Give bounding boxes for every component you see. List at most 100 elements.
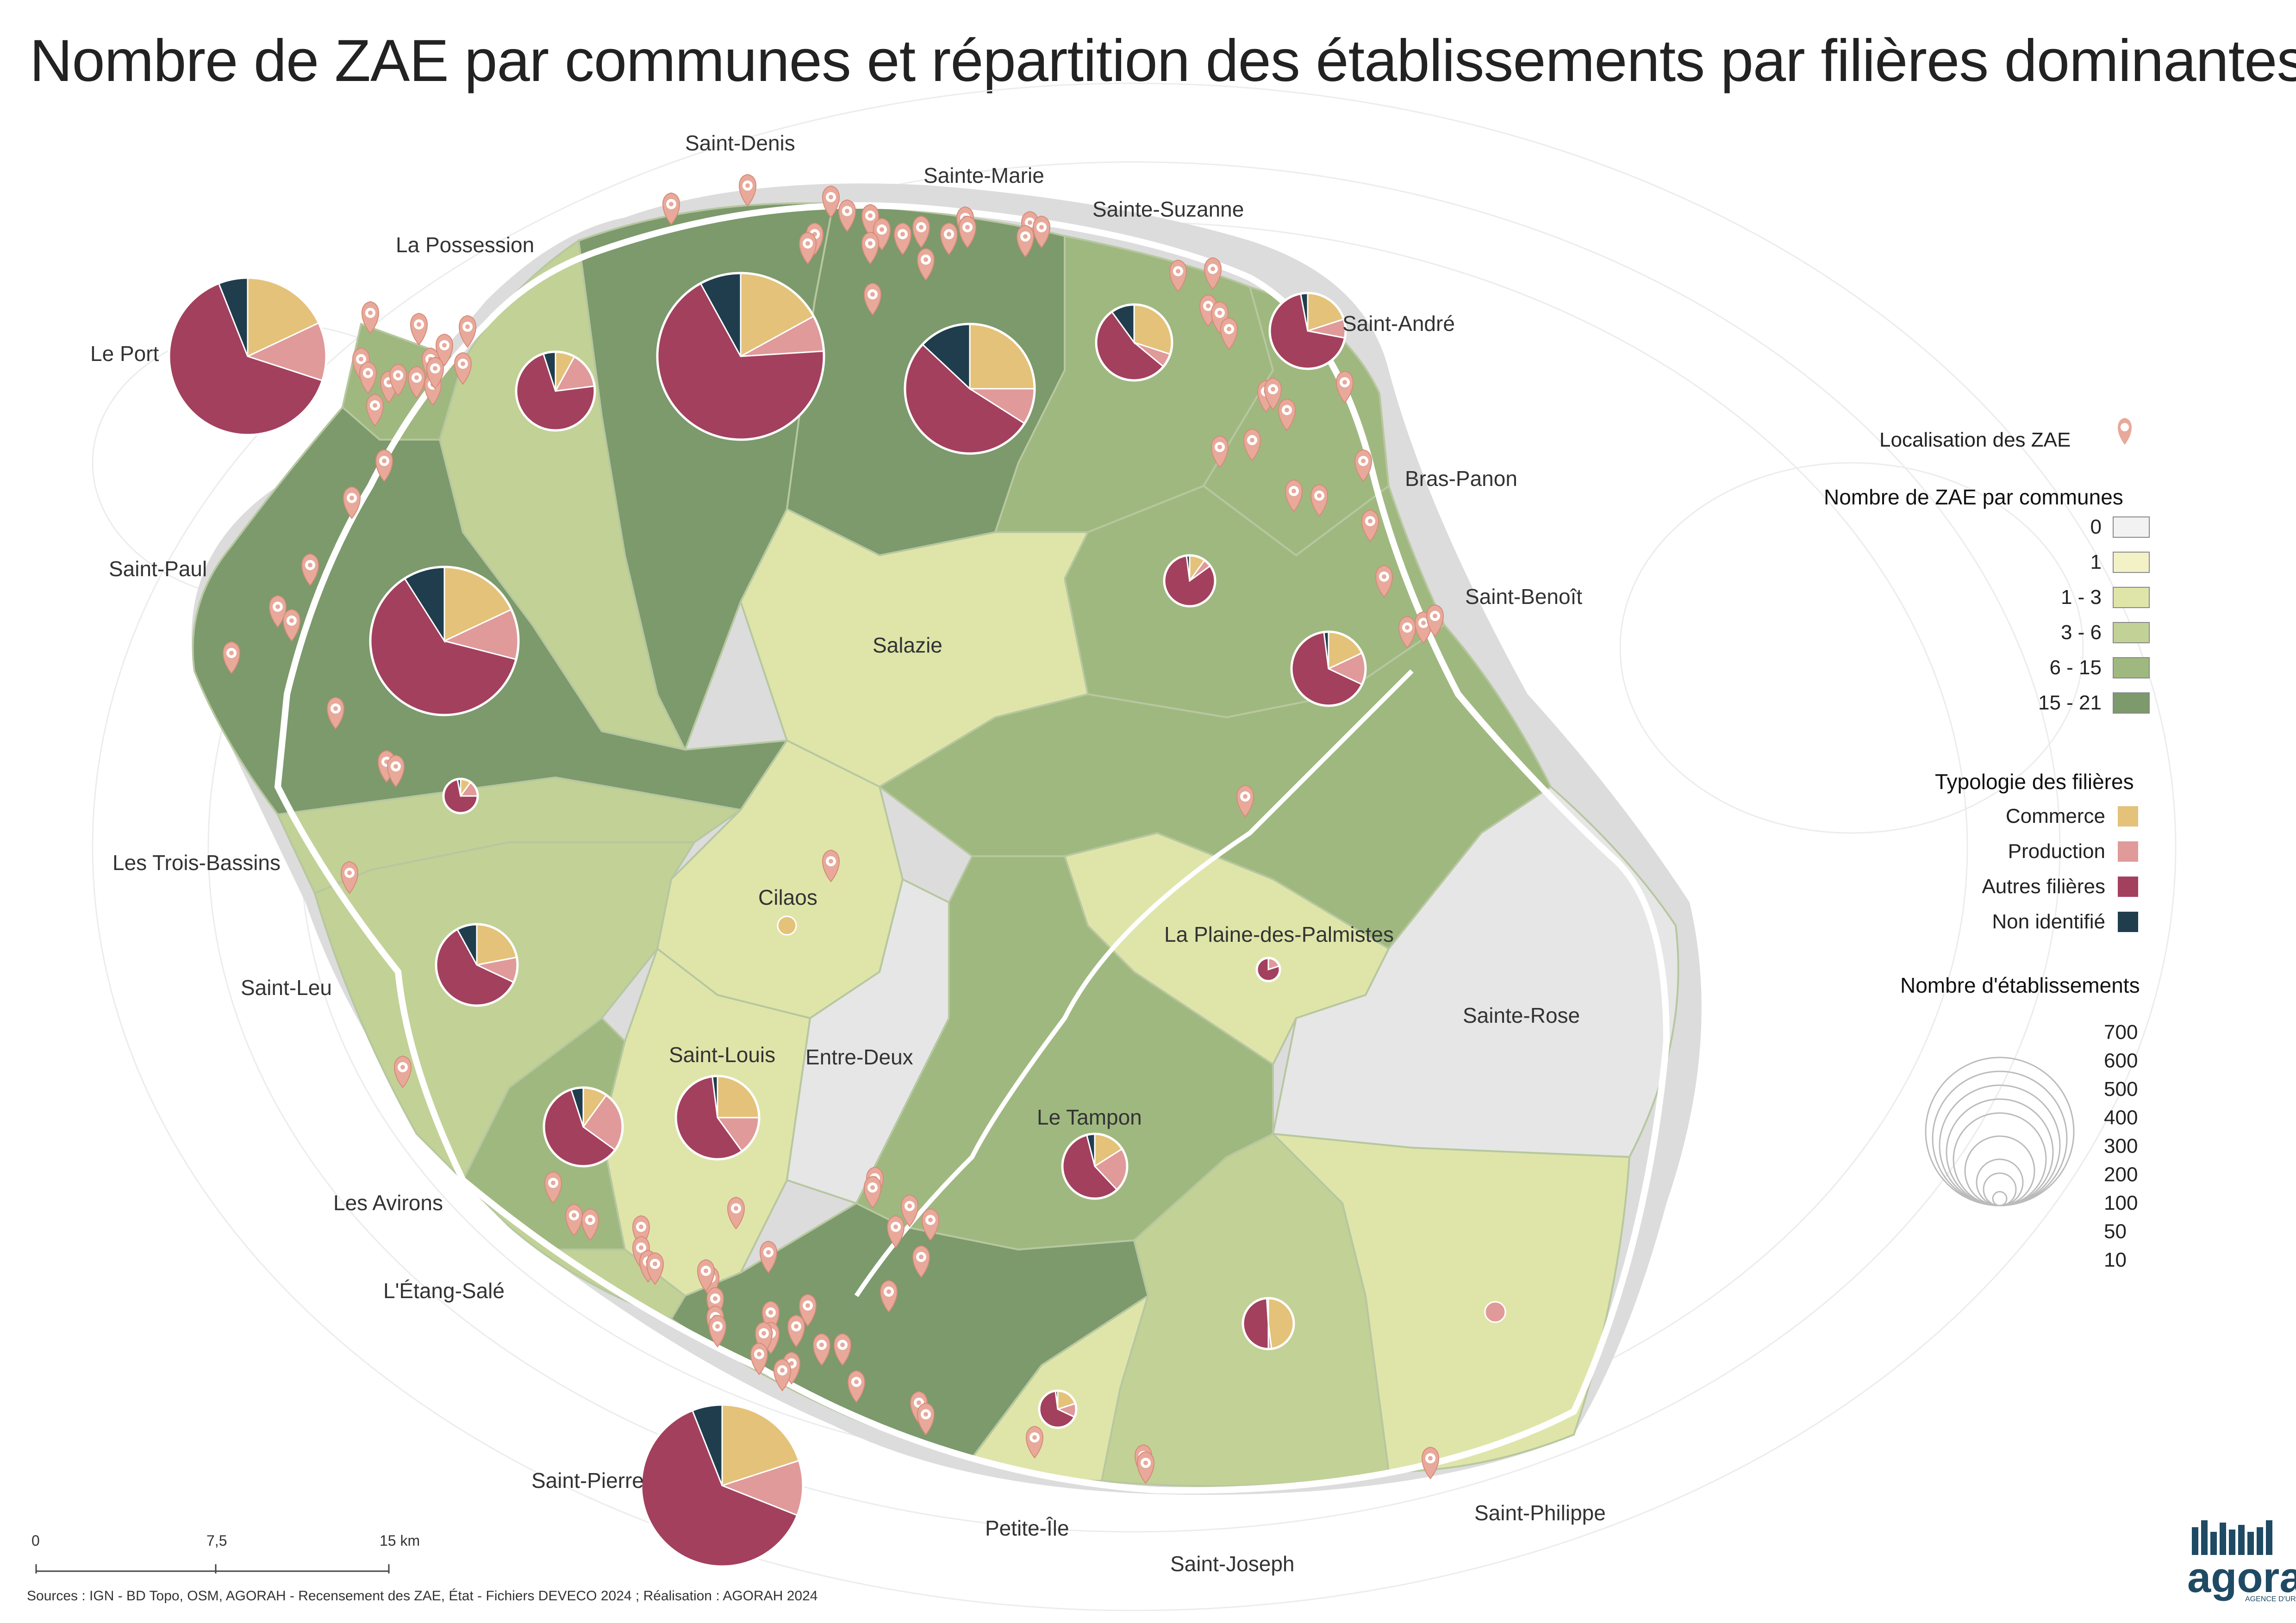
label-saint-denis: Saint-Denis	[685, 131, 795, 155]
pie-chart	[904, 323, 1036, 455]
pie-outline	[674, 1075, 761, 1161]
zae-marker	[813, 1333, 830, 1366]
pie-chart	[515, 350, 596, 432]
commune-labels: Saint-Denis Sainte-Marie Sainte-Suzanne …	[90, 131, 1606, 1576]
zae-marker	[1278, 398, 1296, 431]
zae-marker	[269, 595, 287, 628]
label-petite-ile: Petite-Île	[985, 1516, 1069, 1540]
pie-outline	[1163, 554, 1217, 608]
legend-filiere-swatch	[2118, 841, 2138, 862]
zae-marker	[864, 1175, 881, 1209]
logo-subtitle: AGENCE D'URBANISME DE LA RÉUNION	[2245, 1594, 2296, 1603]
pie-chart	[640, 1403, 805, 1568]
pie-outline	[1242, 1297, 1295, 1350]
zae-marker	[1017, 224, 1034, 258]
zae-marker	[697, 1259, 715, 1292]
label-sainte-rose: Sainte-Rose	[1463, 1003, 1580, 1027]
legend-marker-icon	[2118, 418, 2132, 445]
pie-chart	[1255, 957, 1281, 983]
legend-size-values: 700 600 500 400 300 200 100 50 10	[2104, 1021, 2138, 1271]
zae-marker	[709, 1314, 726, 1348]
label-salazie: Salazie	[873, 633, 942, 657]
zae-marker	[341, 861, 358, 894]
label-sainte-suzanne: Sainte-Suzanne	[1092, 197, 1244, 221]
zae-marker	[436, 333, 453, 367]
legend-filiere-label: Commerce	[2006, 805, 2105, 827]
label-sainte-marie: Sainte-Marie	[923, 163, 1044, 187]
zae-marker	[359, 361, 377, 394]
zae-marker	[301, 553, 319, 586]
zae-marker	[223, 641, 240, 674]
zae-marker	[912, 215, 930, 249]
label-la-plaine-des-palmistes: La Plaine-des-Palmistes	[1164, 922, 1394, 946]
legend-size-value: 100	[2104, 1192, 2138, 1214]
pie-chart	[435, 923, 519, 1007]
zae-marker	[662, 192, 680, 225]
pie-outline	[1038, 1389, 1078, 1429]
legend-size-value: 10	[2104, 1249, 2127, 1271]
legend-count-swatch	[2113, 657, 2150, 678]
scale-label-mid: 7,5	[206, 1532, 227, 1549]
zae-marker	[426, 356, 444, 390]
zae-marker	[959, 215, 976, 249]
zae-marker	[565, 1203, 583, 1237]
legend-zae-count-title: Nombre de ZAE par communes	[1824, 485, 2123, 509]
zae-marker	[940, 222, 958, 255]
zae-marker	[848, 1370, 865, 1403]
legend-count-swatch	[2113, 622, 2150, 643]
zae-marker	[362, 301, 379, 334]
legend-size-value: 400	[2104, 1107, 2138, 1129]
legend-count-label: 1 - 3	[2061, 586, 2102, 609]
zae-marker	[1426, 604, 1444, 637]
zae-marker	[822, 185, 840, 218]
legend-count-label: 15 - 21	[2038, 691, 2102, 714]
label-le-port: Le Port	[90, 342, 159, 366]
pie-outline	[543, 1086, 624, 1168]
zae-marker	[1422, 1446, 1439, 1480]
zae-marker	[861, 231, 879, 265]
pie-chart	[1268, 292, 1347, 370]
zae-marker	[1375, 565, 1393, 598]
legend-size-value: 600	[2104, 1050, 2138, 1072]
legend-filieres: Commerce Production Autres filières Non ide…	[1982, 805, 2138, 933]
zae-marker	[1243, 428, 1261, 461]
pie-outline	[442, 777, 479, 815]
zae-marker	[394, 1055, 412, 1088]
legend-size-title: Nombre d'établissements	[1900, 973, 2140, 997]
label-bras-panon: Bras-Panon	[1405, 466, 1517, 491]
legend: Localisation des ZAE Nombre de ZAE par c…	[1824, 418, 2150, 1271]
zae-marker	[787, 1314, 805, 1348]
legend-size-value: 50	[2104, 1220, 2127, 1243]
pie-chart	[777, 915, 797, 936]
pie-outline	[369, 566, 520, 716]
legend-count-swatch	[2113, 552, 2150, 573]
legend-zae-count-classes: 0 1 1 - 3 3 - 6 6 - 15 15 - 21	[2038, 516, 2150, 714]
label-cilaos: Cilaos	[758, 885, 817, 909]
zae-marker	[1285, 479, 1303, 512]
commune-saint-leu	[313, 841, 696, 1182]
pie-chart	[1038, 1389, 1078, 1429]
zae-markers	[223, 174, 1444, 1484]
pie-chart	[168, 276, 328, 436]
zae-marker	[774, 1358, 791, 1392]
zae-marker	[1236, 784, 1254, 818]
legend-filiere-label: Production	[2008, 840, 2105, 863]
label-saint-leu: Saint-Leu	[241, 976, 332, 1000]
pie-outline	[1255, 957, 1281, 983]
zae-marker	[880, 1280, 898, 1313]
legend-size-value: 200	[2104, 1163, 2138, 1186]
zae-marker	[646, 1252, 664, 1285]
label-l-etang-sale: L'Étang-Salé	[383, 1279, 505, 1303]
label-les-trois-bassins: Les Trois-Bassins	[112, 851, 281, 875]
zae-marker	[366, 393, 384, 427]
zae-marker	[922, 1208, 939, 1241]
label-le-tampon: Le Tampon	[1037, 1105, 1142, 1129]
pie-outline	[435, 923, 519, 1007]
legend-count-swatch	[2113, 516, 2150, 538]
legend-count-label: 0	[2090, 516, 2102, 538]
zae-marker	[727, 1196, 745, 1230]
zae-marker	[901, 1194, 918, 1227]
pie-chart	[543, 1086, 624, 1168]
zae-marker	[1336, 370, 1354, 404]
